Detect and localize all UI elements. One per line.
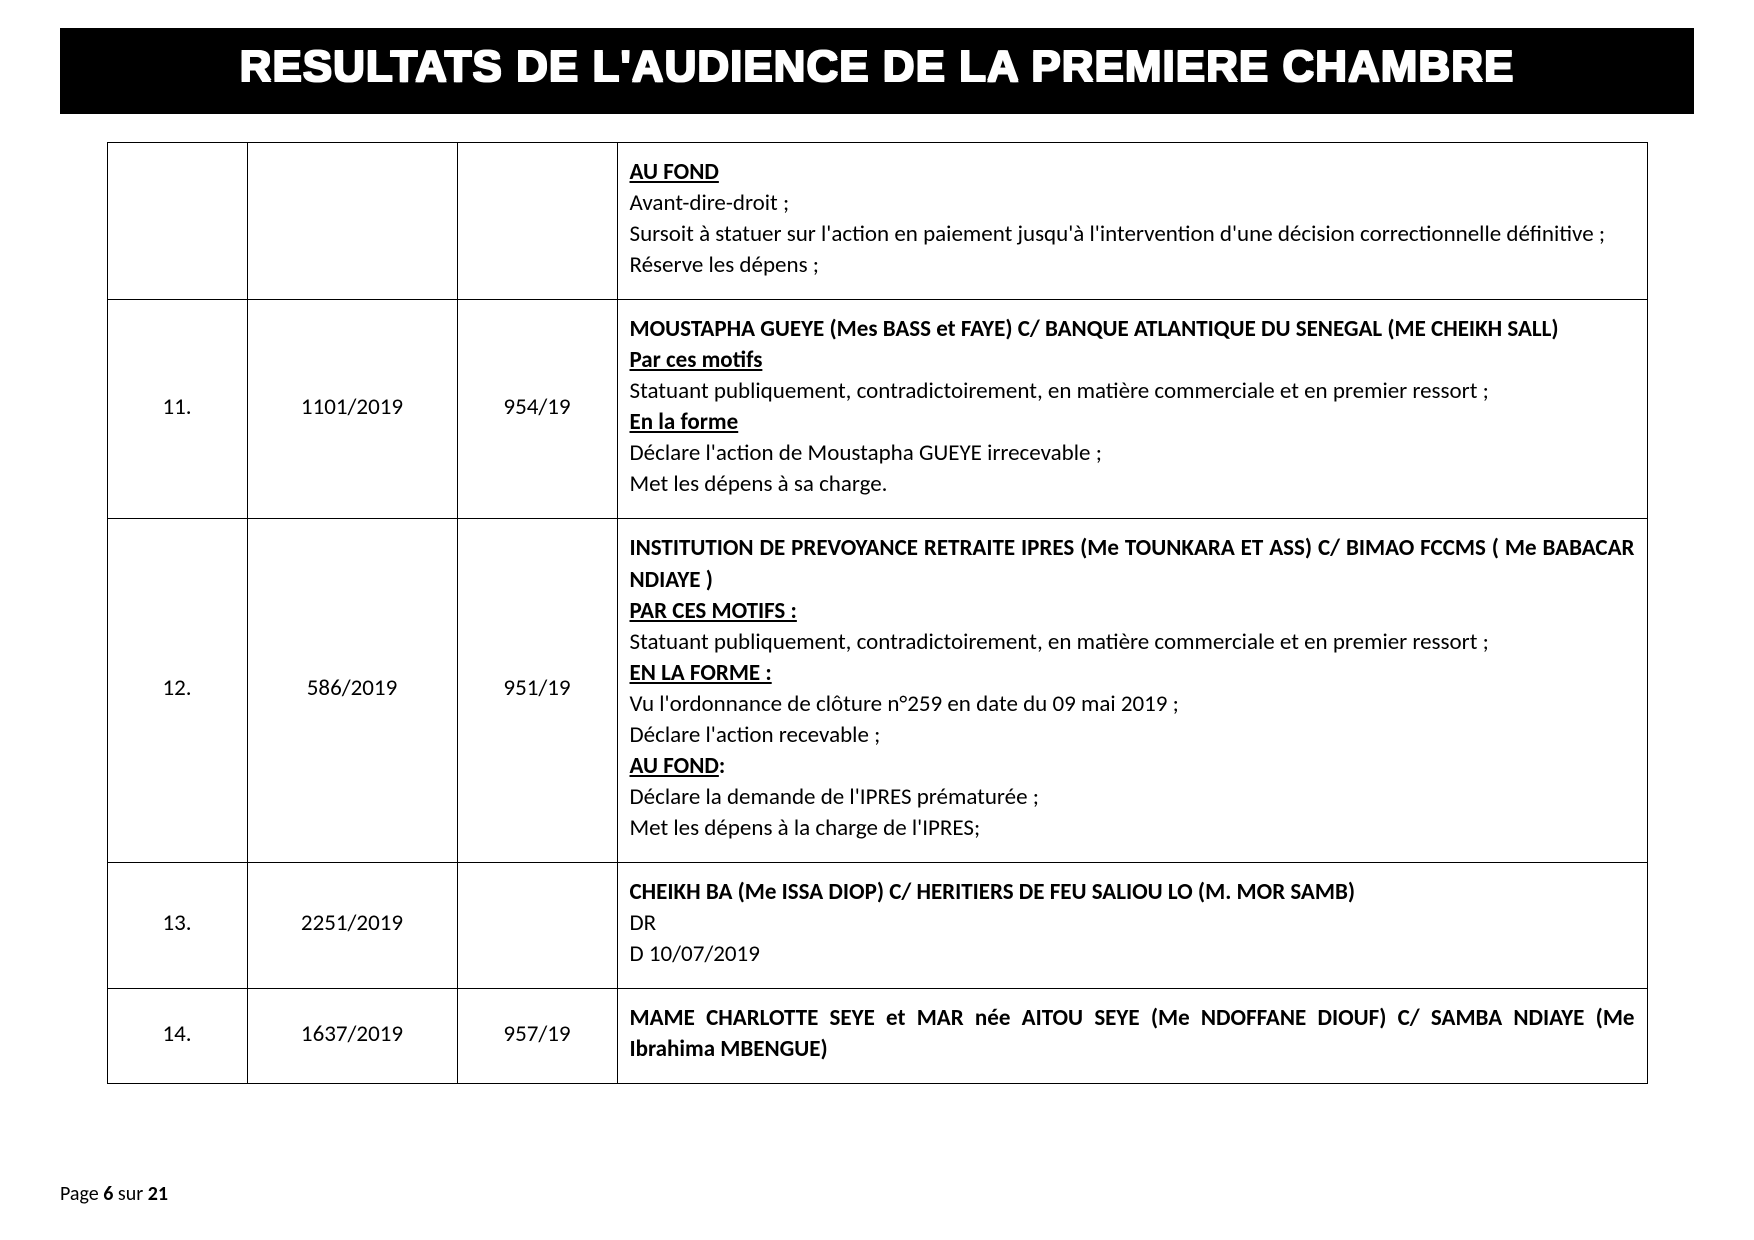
footer-total: 21 [148, 1182, 168, 1206]
cell-decision: MAME CHARLOTTE SEYE et MAR née AITOU SEY… [617, 989, 1647, 1084]
footer-middle: sur [113, 1182, 147, 1206]
banner-title: RESULTATS DE L'AUDIENCE DE LA PREMIERE C… [70, 42, 1684, 92]
table-row: 11.1101/2019954/19MOUSTAPHA GUEYE (Mes B… [107, 300, 1647, 519]
cell-code [457, 143, 617, 300]
footer-page-num: 6 [103, 1182, 113, 1206]
cell-code: 957/19 [457, 989, 617, 1084]
cell-reference [247, 143, 457, 300]
cell-decision: CHEIKH BA (Me ISSA DIOP) C/ HERITIERS DE… [617, 862, 1647, 988]
cell-reference: 1101/2019 [247, 300, 457, 519]
cell-decision: INSTITUTION DE PREVOYANCE RETRAITE IPRES… [617, 519, 1647, 862]
cell-reference: 586/2019 [247, 519, 457, 862]
table-row: 13.2251/2019 CHEIKH BA (Me ISSA DIOP) C/ … [107, 862, 1647, 988]
cell-number [107, 143, 247, 300]
table-row: AU FONDAvant-dire-droit ;Sursoit à statu… [107, 143, 1647, 300]
cell-number: 11. [107, 300, 247, 519]
cell-reference: 1637/2019 [247, 989, 457, 1084]
cell-code: 951/19 [457, 519, 617, 862]
table-row: 14.1637/2019957/19MAME CHARLOTTE SEYE et… [107, 989, 1647, 1084]
results-table: AU FONDAvant-dire-droit ;Sursoit à statu… [107, 142, 1648, 1084]
cell-decision: AU FONDAvant-dire-droit ;Sursoit à statu… [617, 143, 1647, 300]
page-footer: Page 6 sur 21 [60, 1182, 168, 1206]
cell-number: 12. [107, 519, 247, 862]
footer-prefix: Page [60, 1182, 103, 1206]
cell-code [457, 862, 617, 988]
cell-number: 14. [107, 989, 247, 1084]
cell-decision: MOUSTAPHA GUEYE (Mes BASS et FAYE) C/ BA… [617, 300, 1647, 519]
cell-reference: 2251/2019 [247, 862, 457, 988]
results-tbody: AU FONDAvant-dire-droit ;Sursoit à statu… [107, 143, 1647, 1084]
page-banner: RESULTATS DE L'AUDIENCE DE LA PREMIERE C… [60, 28, 1694, 114]
cell-number: 13. [107, 862, 247, 988]
table-row: 12.586/2019951/19INSTITUTION DE PREVOYAN… [107, 519, 1647, 862]
cell-code: 954/19 [457, 300, 617, 519]
